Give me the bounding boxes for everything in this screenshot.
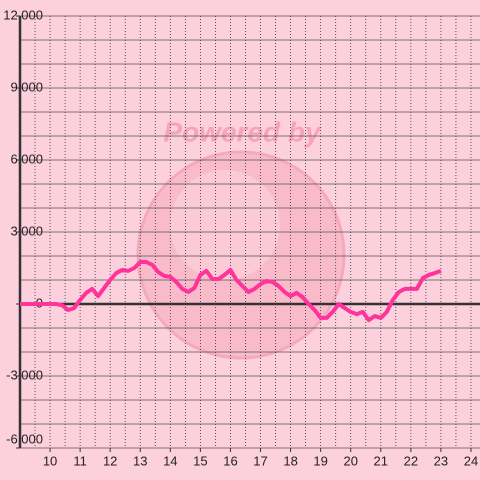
- x-tick-label: 11: [73, 453, 87, 468]
- x-tick-label: 18: [283, 453, 297, 468]
- y-tick-label: 9,000: [10, 79, 43, 94]
- x-tick-label: 14: [163, 453, 177, 468]
- x-tick-label: 22: [404, 453, 418, 468]
- x-tick-label: 17: [253, 453, 267, 468]
- x-tick-label: 21: [374, 453, 388, 468]
- x-tick-label: 19: [313, 453, 327, 468]
- x-tick-label: 20: [343, 453, 357, 468]
- y-tick-label: -6,000: [6, 431, 43, 446]
- x-tick-label: 24: [464, 453, 478, 468]
- y-tick-label: 3,000: [10, 223, 43, 238]
- watermark-highlight: [170, 170, 280, 280]
- x-tick-label: 13: [133, 453, 147, 468]
- x-tick-label: 12: [103, 453, 117, 468]
- y-tick-label: 6,000: [10, 151, 43, 166]
- x-tick-label: 23: [434, 453, 448, 468]
- data-line: [20, 260, 442, 323]
- x-tick-label: 15: [193, 453, 207, 468]
- x-tick-label: 16: [223, 453, 237, 468]
- y-tick-label: 12,000: [3, 7, 43, 22]
- watermark: Powered by: [163, 116, 322, 147]
- y-tick-label: -3,000: [6, 367, 43, 382]
- x-tick-label: 10: [43, 453, 57, 468]
